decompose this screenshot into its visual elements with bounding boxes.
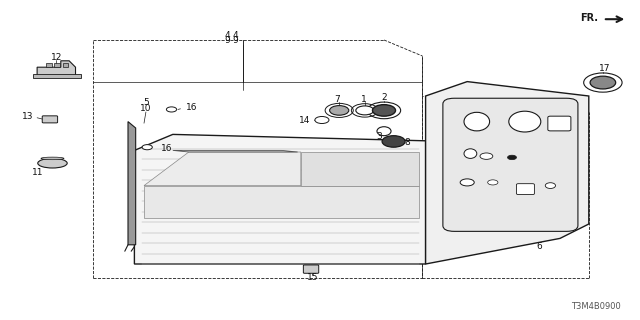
FancyBboxPatch shape <box>303 265 319 273</box>
Text: 1: 1 <box>361 95 366 104</box>
Text: 4: 4 <box>225 31 230 40</box>
Text: T3M4B0900: T3M4B0900 <box>571 302 621 311</box>
Ellipse shape <box>509 111 541 132</box>
Circle shape <box>166 107 177 112</box>
FancyBboxPatch shape <box>443 98 578 231</box>
Text: 9: 9 <box>225 36 230 45</box>
Text: 6: 6 <box>536 242 541 251</box>
Polygon shape <box>144 152 301 186</box>
Text: 17: 17 <box>599 64 611 73</box>
Circle shape <box>590 76 616 89</box>
FancyBboxPatch shape <box>33 74 81 78</box>
Polygon shape <box>301 152 419 186</box>
Text: 12: 12 <box>51 53 62 62</box>
Text: 3: 3 <box>376 132 382 141</box>
Circle shape <box>330 106 349 115</box>
FancyBboxPatch shape <box>548 116 571 131</box>
FancyBboxPatch shape <box>516 184 534 195</box>
Text: 2: 2 <box>381 93 387 102</box>
Text: 15: 15 <box>307 273 318 282</box>
Circle shape <box>382 136 405 147</box>
Text: 16: 16 <box>186 103 197 112</box>
FancyBboxPatch shape <box>42 116 58 123</box>
Text: FR.: FR. <box>580 12 598 23</box>
Polygon shape <box>134 134 426 264</box>
FancyBboxPatch shape <box>54 63 60 67</box>
Text: 10: 10 <box>140 104 152 113</box>
Text: 5: 5 <box>143 98 148 107</box>
Ellipse shape <box>38 158 67 168</box>
Text: 14: 14 <box>299 116 310 124</box>
Circle shape <box>356 106 374 115</box>
Text: 16: 16 <box>161 144 173 153</box>
Ellipse shape <box>41 157 64 160</box>
Ellipse shape <box>464 112 490 131</box>
Ellipse shape <box>377 127 391 136</box>
Text: 8: 8 <box>404 138 410 147</box>
Circle shape <box>315 116 329 124</box>
Polygon shape <box>426 82 589 264</box>
Text: 4: 4 <box>233 31 238 40</box>
Ellipse shape <box>460 179 474 186</box>
Polygon shape <box>128 122 136 245</box>
FancyBboxPatch shape <box>46 63 52 67</box>
Ellipse shape <box>464 149 477 158</box>
Circle shape <box>372 105 396 116</box>
FancyBboxPatch shape <box>63 63 68 67</box>
Text: 13: 13 <box>22 112 33 121</box>
Text: 9: 9 <box>233 36 238 45</box>
Polygon shape <box>144 186 419 218</box>
Polygon shape <box>173 150 298 152</box>
Circle shape <box>488 180 498 185</box>
Ellipse shape <box>545 183 556 188</box>
Circle shape <box>480 153 493 159</box>
Circle shape <box>142 145 152 150</box>
Text: 7: 7 <box>334 95 339 104</box>
Text: 11: 11 <box>32 168 44 177</box>
Polygon shape <box>37 61 76 76</box>
Circle shape <box>508 155 516 160</box>
